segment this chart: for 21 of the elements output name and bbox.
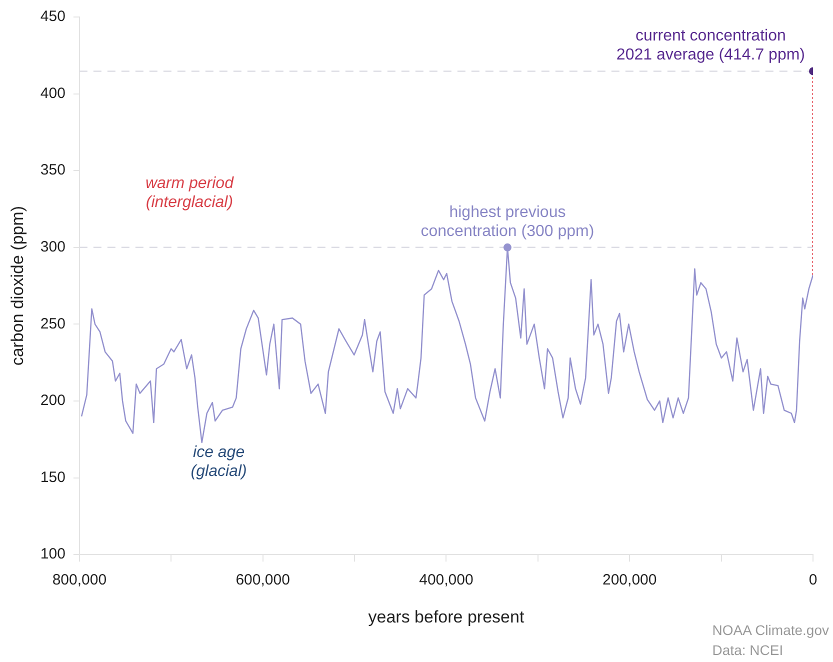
text: NOAA Climate.gov xyxy=(712,621,829,640)
annotation: highest previous concentration (300 ppm) xyxy=(420,204,594,240)
y-tick-label: 150 xyxy=(40,468,66,486)
annotation: current concentration 2021 average (414.7 ppm) xyxy=(616,28,806,64)
y-tick-label: 350 xyxy=(40,162,66,179)
y-tick-label: 250 xyxy=(40,315,66,332)
y-tick-label: 200 xyxy=(40,392,66,410)
y-tick-label: 400 xyxy=(40,84,66,102)
text: Data: NCEI xyxy=(712,641,784,660)
y-tick-label: 450 xyxy=(40,8,66,26)
x-tick-label: 600,000 xyxy=(236,572,290,589)
y-tick-label: 300 xyxy=(40,238,66,256)
annotation: ice age (glacial) xyxy=(190,444,247,480)
annotation: warm period (interglacial) xyxy=(145,174,235,211)
x-tick-label: 200,000 xyxy=(602,572,657,589)
x-tick-label: 0 xyxy=(808,572,818,589)
x-tick-label: 400,000 xyxy=(419,572,474,589)
y-tick-label: 100 xyxy=(40,546,66,563)
y-axis-title: carbon dioxide (ppm) xyxy=(8,206,27,366)
x-tick-label: 800,000 xyxy=(52,572,107,589)
x-axis-title: years before present xyxy=(368,607,524,626)
